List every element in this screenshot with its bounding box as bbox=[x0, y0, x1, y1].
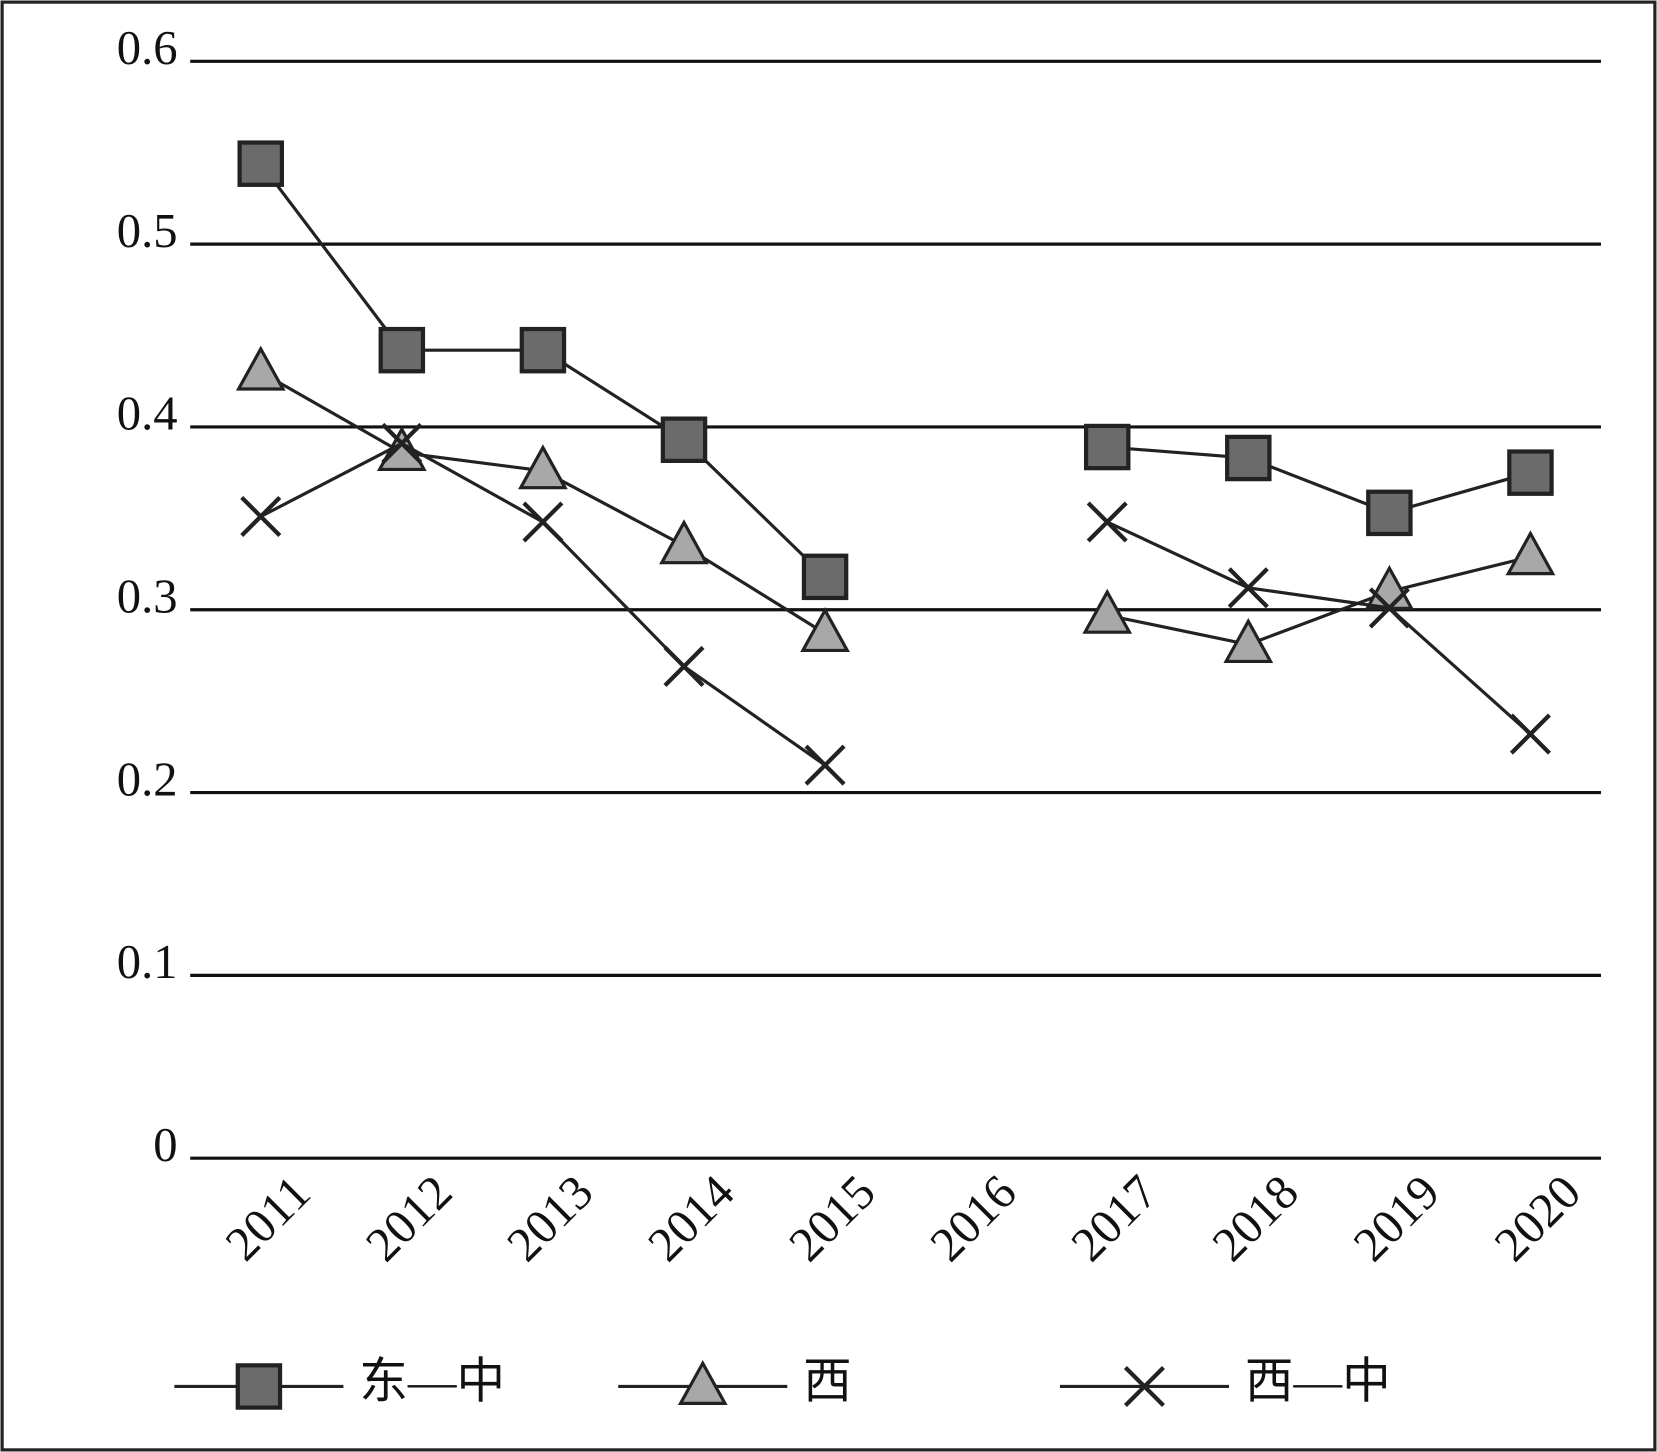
point bbox=[1123, 1365, 1165, 1407]
point bbox=[1225, 434, 1272, 482]
point bbox=[235, 1363, 283, 1410]
y-tick-label: 0.3 bbox=[117, 569, 178, 623]
series-line bbox=[1106, 520, 1532, 736]
point bbox=[237, 140, 285, 187]
point bbox=[519, 326, 567, 374]
y-tick-label: 0.1 bbox=[117, 935, 178, 989]
point bbox=[235, 345, 286, 391]
y-tick-label: 0 bbox=[153, 1118, 177, 1172]
point bbox=[663, 645, 705, 687]
point bbox=[1082, 588, 1133, 634]
y-tick-label: 0.4 bbox=[117, 387, 178, 441]
y-tick-label: 0.5 bbox=[117, 204, 178, 258]
point bbox=[1509, 713, 1551, 755]
point bbox=[378, 326, 426, 374]
point bbox=[1507, 449, 1554, 496]
point bbox=[801, 553, 849, 601]
point bbox=[1223, 617, 1274, 663]
legend-label: 西—中 bbox=[1245, 1355, 1391, 1409]
point bbox=[659, 519, 709, 565]
point bbox=[240, 496, 282, 538]
point bbox=[518, 444, 568, 490]
point bbox=[1227, 567, 1269, 609]
series-line bbox=[1107, 445, 1531, 515]
point bbox=[804, 744, 846, 786]
point bbox=[1368, 587, 1410, 629]
point bbox=[381, 422, 423, 464]
point bbox=[522, 501, 564, 543]
series-line bbox=[1106, 555, 1531, 647]
point bbox=[800, 606, 850, 653]
point bbox=[1083, 423, 1131, 471]
point bbox=[1505, 530, 1556, 576]
point bbox=[677, 1359, 728, 1405]
legend-label: 东—中 bbox=[359, 1355, 505, 1409]
y-tick-label: 0.6 bbox=[117, 21, 178, 75]
point bbox=[1366, 489, 1413, 537]
point bbox=[1086, 501, 1128, 543]
y-tick-label: 0.2 bbox=[117, 752, 178, 806]
legend-label: 西 bbox=[803, 1355, 852, 1409]
point bbox=[660, 416, 708, 463]
